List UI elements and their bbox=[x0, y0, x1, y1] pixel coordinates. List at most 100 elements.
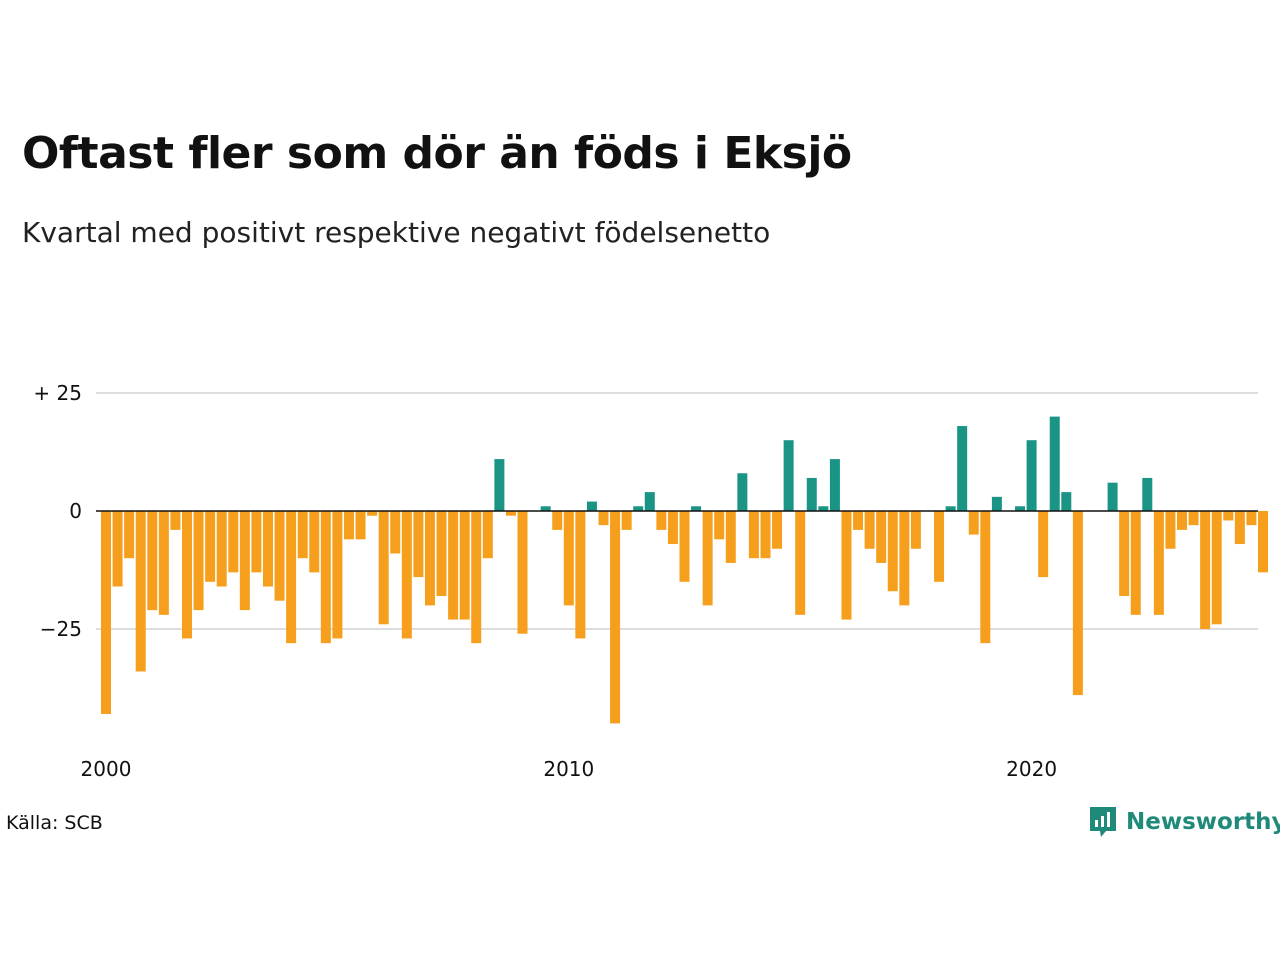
bar bbox=[262, 511, 273, 587]
bar bbox=[286, 511, 297, 644]
bar bbox=[818, 506, 829, 511]
bar bbox=[841, 511, 852, 620]
bar bbox=[1223, 511, 1234, 521]
bar bbox=[552, 511, 563, 530]
bar bbox=[459, 511, 470, 620]
bar bbox=[401, 511, 412, 639]
bar bbox=[471, 511, 482, 644]
brand-logo: Newsworthy bbox=[1088, 804, 1280, 840]
bar bbox=[1072, 511, 1083, 696]
bar bbox=[1119, 511, 1130, 596]
bar bbox=[1015, 506, 1026, 511]
bar bbox=[864, 511, 875, 549]
bar bbox=[991, 496, 1002, 511]
bar bbox=[957, 426, 968, 511]
bar bbox=[575, 511, 586, 639]
bar bbox=[1049, 416, 1060, 511]
bar bbox=[448, 511, 459, 620]
bar bbox=[367, 511, 378, 516]
bar bbox=[158, 511, 169, 615]
chart-subtitle: Kvartal med positivt respektive negativt… bbox=[22, 216, 771, 249]
bar bbox=[170, 511, 181, 530]
bar bbox=[910, 511, 921, 549]
x-tick-label: 2020 bbox=[1006, 757, 1057, 780]
bar bbox=[968, 511, 979, 535]
bar bbox=[309, 511, 320, 573]
bar bbox=[1142, 477, 1153, 511]
x-tick-label: 2000 bbox=[81, 757, 132, 780]
bar bbox=[714, 511, 725, 540]
bar bbox=[390, 511, 401, 554]
brand-name: Newsworthy bbox=[1126, 809, 1280, 835]
bar bbox=[343, 511, 354, 540]
bar bbox=[725, 511, 736, 563]
bar bbox=[494, 459, 505, 511]
bar bbox=[436, 511, 447, 596]
bar bbox=[1038, 511, 1049, 578]
chart-title: Oftast fler som dör än föds i Eksjö bbox=[22, 128, 852, 179]
bar bbox=[297, 511, 308, 559]
bar bbox=[1211, 511, 1222, 625]
y-tick-label: −25 bbox=[40, 617, 82, 641]
bar bbox=[505, 511, 516, 516]
bar bbox=[228, 511, 239, 573]
bar bbox=[876, 511, 887, 563]
bar bbox=[1061, 492, 1072, 511]
bar bbox=[1130, 511, 1141, 615]
bar bbox=[887, 511, 898, 592]
bar bbox=[679, 511, 690, 582]
bar bbox=[795, 511, 806, 615]
bar bbox=[899, 511, 910, 606]
bar bbox=[945, 506, 956, 511]
bar bbox=[193, 511, 204, 611]
bar bbox=[413, 511, 424, 578]
bar bbox=[205, 511, 216, 582]
bar bbox=[147, 511, 158, 611]
bar bbox=[610, 511, 621, 724]
source-note: Källa: SCB bbox=[6, 812, 103, 834]
bar bbox=[101, 511, 111, 714]
bar bbox=[598, 511, 609, 526]
bar bbox=[737, 473, 748, 511]
bar bbox=[378, 511, 389, 625]
bar bbox=[563, 511, 574, 606]
bar bbox=[772, 511, 783, 549]
bar bbox=[1153, 511, 1164, 615]
bar bbox=[1246, 511, 1257, 526]
bar bbox=[332, 511, 343, 639]
bar bbox=[806, 477, 817, 511]
bar bbox=[980, 511, 991, 644]
bar bbox=[586, 501, 597, 511]
bar bbox=[112, 511, 123, 587]
y-tick-label: + 25 bbox=[33, 381, 82, 405]
bar bbox=[135, 511, 146, 672]
bar bbox=[656, 511, 667, 530]
bar bbox=[1165, 511, 1176, 549]
bar bbox=[667, 511, 678, 545]
y-tick-label: 0 bbox=[69, 499, 82, 523]
bar bbox=[216, 511, 227, 587]
bar bbox=[1258, 511, 1268, 573]
bar bbox=[702, 511, 713, 606]
bar bbox=[424, 511, 435, 606]
newsworthy-logo-icon bbox=[1090, 807, 1116, 837]
bar bbox=[691, 506, 702, 511]
bar bbox=[355, 511, 366, 540]
bar bbox=[934, 511, 945, 582]
tick-labels: + 25 0 −25 2000 2010 2020 bbox=[33, 381, 1057, 780]
bar bbox=[748, 511, 759, 559]
bar bbox=[274, 511, 285, 601]
bar bbox=[644, 492, 655, 511]
bar bbox=[320, 511, 331, 644]
bar bbox=[760, 511, 771, 559]
bar bbox=[517, 511, 528, 634]
bar bbox=[1026, 440, 1037, 511]
bars bbox=[101, 416, 1268, 724]
bar bbox=[124, 511, 135, 559]
bar bbox=[633, 506, 644, 511]
bar bbox=[540, 506, 551, 511]
bar-chart: + 25 0 −25 2000 2010 2020 bbox=[33, 381, 1268, 780]
bar bbox=[251, 511, 262, 573]
bar bbox=[1234, 511, 1245, 545]
x-tick-label: 2010 bbox=[543, 757, 594, 780]
